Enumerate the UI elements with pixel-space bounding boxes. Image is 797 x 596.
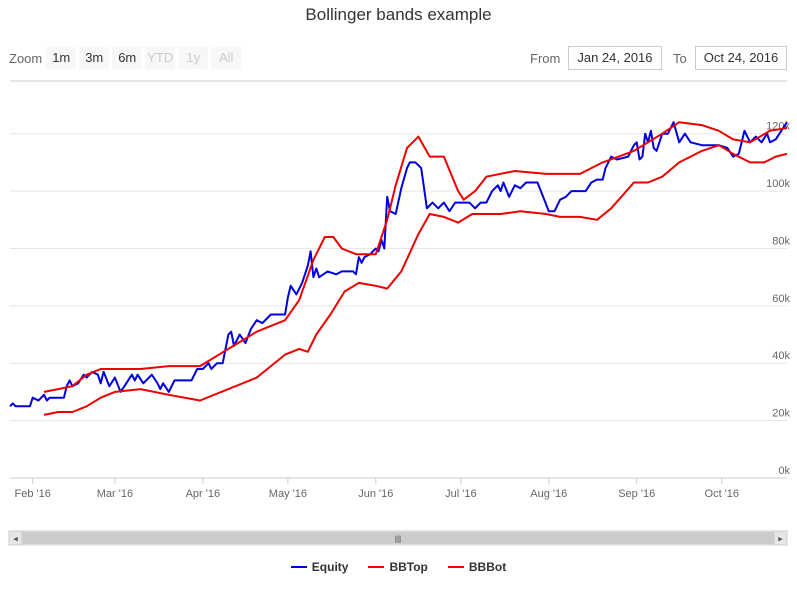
- x-tick-label: Aug '16: [530, 488, 567, 500]
- range-to: To Oct 24, 2016: [673, 46, 788, 70]
- chart-title: Bollinger bands example: [305, 5, 492, 24]
- zoom-1m-button[interactable]: 1m: [46, 47, 77, 69]
- x-tick-label: Feb '16: [15, 488, 51, 500]
- legend-swatch-bbbot: [447, 566, 464, 568]
- range-from-input[interactable]: Jan 24, 2016: [568, 46, 662, 70]
- x-axis: Feb '16 Mar '16 Apr '16 May '16 Jun '16 Jul '…: [10, 477, 787, 500]
- scrollbar-thumb[interactable]: [22, 532, 774, 544]
- range-from: From Jan 24, 2016: [530, 46, 662, 70]
- x-tick-label: Jun '16: [358, 488, 393, 500]
- legend-label-equity: Equity: [311, 560, 349, 574]
- y-tick-label: 20k: [772, 408, 790, 420]
- x-tick-label: Jul '16: [445, 488, 476, 500]
- scroll-right-arrow-icon: ▸: [778, 534, 783, 544]
- equity-line: [9, 121, 788, 408]
- zoom-6m-button[interactable]: 6m: [112, 47, 143, 69]
- legend-label-bbbot: BBBot: [468, 560, 507, 574]
- y-tick-label: 60k: [772, 293, 790, 305]
- legend-item-bbbot[interactable]: BBBot: [447, 560, 507, 574]
- legend-swatch-equity: [290, 566, 307, 568]
- y-tick-label: 40k: [772, 350, 790, 362]
- range-to-label: To: [673, 50, 687, 66]
- scroll-right-button[interactable]: [773, 530, 788, 546]
- legend-item-bbtop[interactable]: BBTop: [368, 560, 428, 574]
- range-to-input[interactable]: Oct 24, 2016: [694, 46, 788, 70]
- legend-item-equity[interactable]: Equity: [290, 560, 349, 574]
- x-tick-label: Apr '16: [186, 488, 221, 500]
- y-tick-label: 0k: [778, 465, 790, 477]
- legend-swatch-bbtop: [368, 566, 385, 568]
- x-tick-label: May '16: [269, 488, 307, 500]
- x-tick-label: Mar '16: [97, 488, 133, 500]
- scrollbar-grip-icon: |||: [395, 535, 401, 544]
- zoom-1y-button[interactable]: 1y: [178, 47, 209, 69]
- scroll-left-button[interactable]: [8, 530, 23, 546]
- bbbot-line: [43, 144, 788, 416]
- x-tick-label: Sep '16: [618, 488, 655, 500]
- scroll-left-arrow-icon: ◂: [13, 534, 18, 544]
- legend: Equity BBTop BBBot: [0, 560, 797, 574]
- legend-label-bbtop: BBTop: [389, 560, 428, 574]
- grid-layer: [10, 133, 787, 479]
- zoom-bar: Zoom 1m 3m 6m YTD 1y All: [9, 46, 244, 70]
- zoom-all-button[interactable]: All: [211, 47, 242, 69]
- range-from-label: From: [530, 50, 561, 66]
- zoom-3m-button[interactable]: 3m: [79, 47, 110, 69]
- y-tick-label: 100k: [766, 178, 790, 190]
- zoom-label: Zoom: [9, 50, 43, 66]
- zoom-ytd-button[interactable]: YTD: [145, 47, 176, 69]
- bbtop-line: [43, 121, 788, 393]
- y-tick-label: 80k: [772, 235, 790, 247]
- series-layer: [9, 121, 788, 416]
- x-tick-label: Oct '16: [705, 488, 740, 500]
